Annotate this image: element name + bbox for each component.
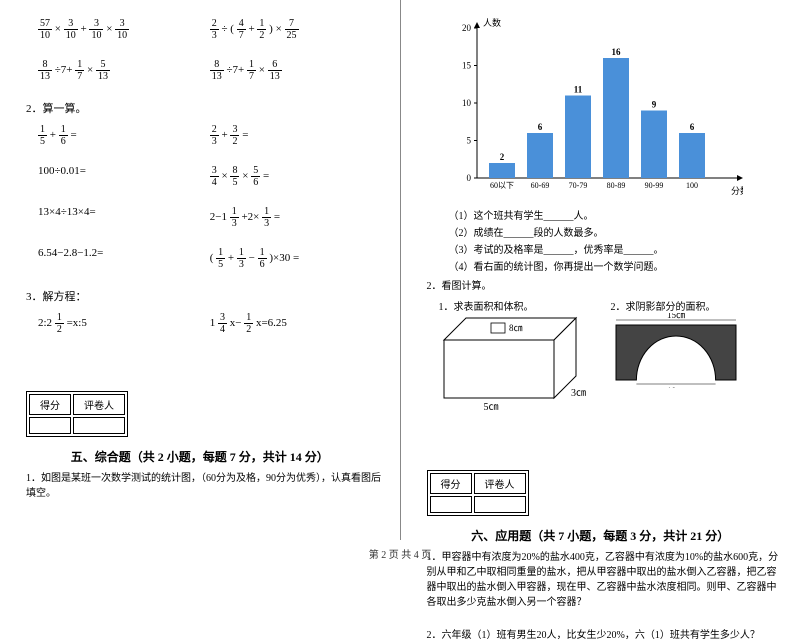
left-q1: 1．如图是某班一次数学测试的统计图，（60分为及格，90分为优秀），认真看图后填… [26,469,382,499]
left-column: 5710 × 310 + 310 × 310 23 ÷ ( 47 + 12 ) … [0,0,401,540]
expr-5b: 2−1 13 +2× 13 = [210,206,382,229]
svg-text:16: 16 [611,47,621,57]
score-box-right: 得分评卷人 [427,470,529,516]
svg-text:10: 10 [462,98,472,108]
svg-text:80-89: 80-89 [606,181,625,190]
svg-text:5: 5 [466,136,471,146]
expr-row-3: 15 + 16 = 23 + 32 = [38,124,382,147]
expr-1b: 23 ÷ ( 47 + 12 ) × 725 [210,18,382,41]
svg-text:8㎝: 8㎝ [509,323,523,333]
expr-7a: 2:2 12 =x:5 [38,312,210,335]
svg-text:15㎝: 15㎝ [666,313,684,320]
sub-3: （3）考试的及格率是______，优秀率是______。 [449,241,783,256]
expr-row-6: 6.54−2.8−1.2= ( 15 + 13 − 16 )×30 = [38,247,382,270]
expr-3a: 15 + 16 = [38,124,210,147]
svg-text:15: 15 [462,61,472,71]
section-2-label: 2．算一算。 [26,100,382,116]
geom-2-label: 2．求阴影部分的面积。 [611,298,763,313]
svg-text:0: 0 [466,173,471,183]
svg-text:20: 20 [462,23,472,33]
section-geom: 2．看图计算。 [427,277,783,292]
geom-1: 1．求表面积和体积。 8㎝ 5㎝ 3㎝ [439,298,591,426]
score-box-left: 得分评卷人 [26,391,128,437]
expr-4a: 100÷0.01= [38,165,210,188]
expr-6a: 6.54−2.8−1.2= [38,247,210,270]
svg-text:分数: 分数 [731,185,743,196]
svg-text:5㎝: 5㎝ [483,402,498,413]
expr-3b: 23 + 32 = [210,124,382,147]
expr-2b: 813 ÷7+ 17 × 613 [210,59,382,82]
arch-svg: 15㎝ 10㎝ [611,313,741,388]
svg-text:6: 6 [537,122,542,132]
svg-text:人数: 人数 [483,17,501,28]
sub-4: （4）看右面的统计图，你再提出一个数学问题。 [449,258,783,273]
expr-4b: 34 × 85 × 56 = [210,165,382,188]
geom-row: 1．求表面积和体积。 8㎝ 5㎝ 3㎝ 2．求阴影部分的面积。 15㎝ 10㎝ [439,298,763,426]
geom-1-label: 1．求表面积和体积。 [439,298,591,313]
svg-text:9: 9 [651,100,656,110]
cuboid-svg: 8㎝ 5㎝ 3㎝ [439,313,591,423]
expr-7b: 1 34 x− 12 x=6.25 [210,312,382,335]
svg-text:70-79: 70-79 [568,181,587,190]
svg-text:3㎝: 3㎝ [571,388,586,399]
expr-row-1: 5710 × 310 + 310 × 310 23 ÷ ( 47 + 12 ) … [38,18,382,41]
svg-text:2: 2 [499,152,504,162]
section-5-title: 五、综合题（共 2 小题，每题 7 分，共计 14 分） [18,448,382,465]
svg-text:60以下: 60以下 [490,181,514,190]
expr-row-5: 13×4÷13×4= 2−1 13 +2× 13 = [38,206,382,229]
svg-text:100: 100 [686,181,698,190]
expr-row-4: 100÷0.01= 34 × 85 × 56 = [38,165,382,188]
expr-6b: ( 15 + 13 − 16 )×30 = [210,247,382,270]
geom-2: 2．求阴影部分的面积。 15㎝ 10㎝ [611,298,763,426]
expr-2a: 813 ÷7+ 17 × 513 [38,59,210,82]
page-footer: 第 2 页 共 4 页 [0,546,800,561]
expr-row-2: 813 ÷7+ 17 × 513 813 ÷7+ 17 × 613 [38,59,382,82]
expr-1a: 5710 × 310 + 310 × 310 [38,18,210,41]
svg-text:90-99: 90-99 [644,181,663,190]
svg-text:10㎝: 10㎝ [666,386,684,388]
svg-text:11: 11 [573,85,582,95]
sub-2: （2）成绩在______段的人数最多。 [449,224,783,239]
right-q2: 2．六年级（1）班有男生20人，比女生少20%，六（1）班共有学生多少人？ [427,626,783,641]
expr-5a: 13×4÷13×4= [38,206,210,229]
expr-row-7: 2:2 12 =x:5 1 34 x− 12 x=6.25 [38,312,382,335]
section-6-title: 六、应用题（共 7 小题，每题 3 分，共计 21 分） [419,527,783,544]
sub-1: （1）这个班共有学生______人。 [449,207,783,222]
svg-text:60-69: 60-69 [530,181,549,190]
bar-chart: 人数分数 0 5 10 15 20 2 60以下 6 60-69 11 70-79 16 80-89 9 90… [449,14,783,203]
right-column: 人数分数 0 5 10 15 20 2 60以下 6 60-69 11 70-79 16 80-89 9 90… [401,0,800,540]
svg-text:6: 6 [689,122,694,132]
bar-chart-svg: 人数分数 0 5 10 15 20 2 60以下 6 60-69 11 70-79 16 80-89 9 90… [449,14,743,200]
section-3-label: 3．解方程： [26,288,382,304]
